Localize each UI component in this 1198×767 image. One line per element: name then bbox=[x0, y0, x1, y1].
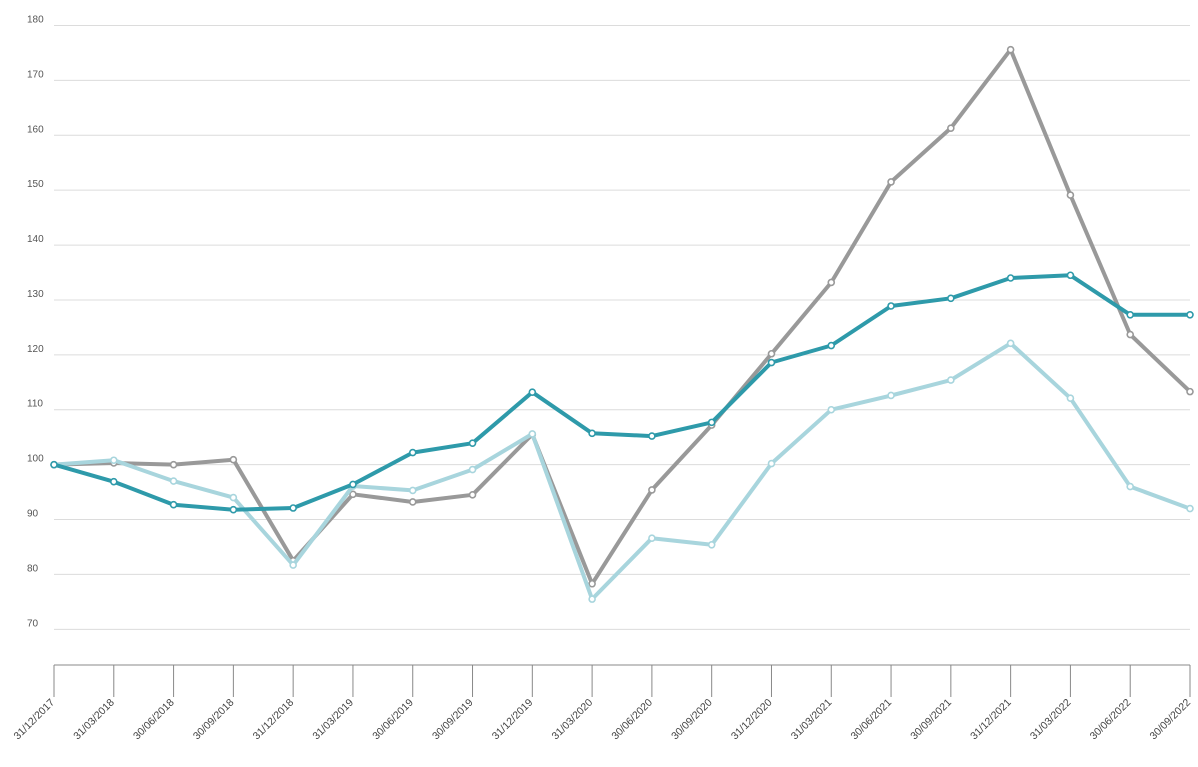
x-tick-label: 31/12/2020 bbox=[729, 697, 775, 743]
data-point bbox=[707, 540, 716, 549]
data-point bbox=[1186, 387, 1194, 396]
x-tick-label: 30/06/2018 bbox=[131, 697, 177, 743]
data-point bbox=[947, 294, 955, 303]
data-point bbox=[528, 430, 537, 438]
x-tick-label: 31/12/2021 bbox=[968, 697, 1014, 743]
data-point bbox=[229, 505, 238, 514]
data-point bbox=[50, 460, 58, 469]
y-tick-label: 80 bbox=[27, 563, 39, 574]
data-point bbox=[468, 465, 477, 474]
data-point bbox=[767, 358, 776, 367]
data-point bbox=[408, 486, 417, 495]
y-tick-label: 70 bbox=[27, 618, 39, 629]
x-tick-label: 30/06/2021 bbox=[849, 697, 895, 743]
data-point bbox=[169, 460, 178, 469]
y-tick-label: 130 bbox=[27, 289, 44, 300]
data-point bbox=[1126, 330, 1135, 339]
series-1 bbox=[50, 339, 1194, 603]
data-point bbox=[109, 456, 118, 465]
x-axis-ticks: 31/12/2017 31/03/2018 30/06/2018 30/09/2018… bbox=[11, 697, 1193, 743]
data-point bbox=[947, 376, 955, 384]
x-tick-label: 30/09/2020 bbox=[669, 697, 715, 743]
series-line bbox=[52, 341, 1192, 602]
data-point bbox=[289, 504, 297, 512]
data-point bbox=[588, 429, 596, 438]
y-tick-label: 90 bbox=[27, 509, 39, 520]
data-point bbox=[827, 405, 836, 414]
x-tick-label: 30/06/2020 bbox=[609, 697, 655, 743]
data-point bbox=[468, 439, 477, 448]
data-point bbox=[1066, 191, 1075, 199]
data-point bbox=[1186, 504, 1194, 513]
data-point bbox=[1066, 271, 1075, 280]
data-point bbox=[648, 486, 656, 494]
data-point bbox=[1006, 45, 1015, 54]
data-point bbox=[767, 349, 776, 358]
x-tick-label: 31/12/2018 bbox=[251, 697, 297, 743]
series-line bbox=[52, 47, 1192, 586]
x-tick-label: 31/12/2019 bbox=[490, 697, 536, 743]
data-point bbox=[1006, 274, 1015, 282]
x-tick-label: 31/03/2018 bbox=[71, 697, 117, 743]
y-tick-label: 110 bbox=[27, 399, 43, 410]
data-point bbox=[349, 490, 357, 499]
data-point bbox=[408, 448, 417, 457]
x-tick-label: 31/03/2020 bbox=[550, 697, 596, 743]
data-point bbox=[887, 391, 895, 400]
series-2 bbox=[50, 271, 1194, 514]
y-tick-label: 150 bbox=[27, 179, 44, 190]
data-point bbox=[648, 432, 656, 440]
gridlines bbox=[54, 24, 1190, 630]
data-point bbox=[1126, 310, 1135, 319]
data-point bbox=[408, 498, 417, 506]
y-tick-label: 120 bbox=[27, 344, 44, 355]
data-point bbox=[648, 534, 656, 542]
x-tick-label: 31/03/2022 bbox=[1028, 697, 1074, 743]
y-tick-label: 160 bbox=[27, 124, 44, 135]
data-point bbox=[468, 491, 477, 499]
series-group bbox=[50, 45, 1194, 603]
data-point bbox=[1186, 310, 1194, 319]
x-tick-label: 30/09/2018 bbox=[191, 697, 237, 743]
data-point bbox=[169, 477, 178, 485]
data-point bbox=[887, 302, 895, 310]
data-point bbox=[1126, 482, 1135, 491]
y-tick-label: 170 bbox=[27, 69, 44, 80]
data-point bbox=[887, 178, 895, 186]
data-point bbox=[528, 388, 537, 396]
y-tick-label: 180 bbox=[27, 14, 44, 25]
data-point bbox=[229, 493, 238, 502]
x-tick-label: 30/06/2022 bbox=[1088, 697, 1134, 743]
data-point bbox=[289, 561, 297, 569]
x-tick-label: 30/09/2019 bbox=[430, 697, 476, 743]
data-point bbox=[827, 341, 836, 350]
data-point bbox=[349, 480, 357, 489]
x-axis bbox=[53, 664, 1191, 697]
x-tick-label: 31/03/2019 bbox=[310, 697, 356, 743]
data-point bbox=[767, 459, 776, 468]
data-point bbox=[707, 418, 716, 427]
x-tick-label: 31/03/2021 bbox=[789, 697, 835, 743]
data-point bbox=[588, 579, 596, 588]
y-axis-ticks: 70 80 90 100 110 120 130 140 150 160 170 180 bbox=[27, 14, 44, 629]
data-point bbox=[827, 278, 836, 287]
y-tick-label: 100 bbox=[27, 454, 44, 465]
series-0 bbox=[50, 45, 1194, 588]
data-point bbox=[1006, 339, 1015, 348]
series-line bbox=[52, 273, 1192, 512]
x-tick-label: 30/09/2021 bbox=[908, 697, 954, 743]
x-tick-label: 30/09/2022 bbox=[1147, 697, 1193, 743]
data-point bbox=[109, 477, 118, 486]
data-point bbox=[588, 595, 596, 603]
x-tick-label: 31/12/2017 bbox=[11, 697, 57, 743]
data-point bbox=[947, 124, 955, 132]
y-tick-label: 140 bbox=[27, 234, 44, 245]
data-point bbox=[1066, 394, 1075, 403]
x-tick-label: 30/06/2019 bbox=[370, 697, 416, 743]
data-point bbox=[169, 500, 178, 509]
data-point bbox=[229, 455, 238, 464]
